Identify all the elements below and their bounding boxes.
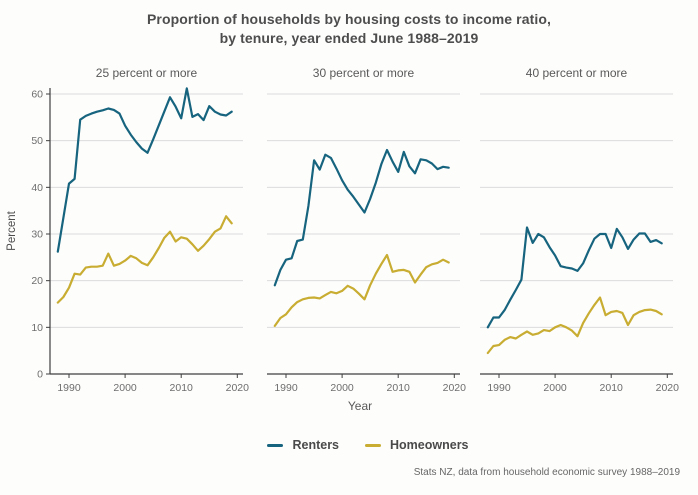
x-tick-label: 2000 [113, 382, 137, 394]
chart-title-line2: by tenure, year ended June 1988–2019 [219, 30, 479, 46]
renters-line-panel-3 [486, 226, 663, 329]
renters-line-panel-2 [273, 148, 450, 287]
y-tick-label: 50 [31, 135, 43, 147]
y-tick-label: 40 [31, 182, 43, 194]
chart-title: Proportion of households by housing cost… [0, 10, 698, 48]
chart-title-line1: Proportion of households by housing cost… [146, 11, 552, 27]
renters-line-panel-1 [56, 87, 233, 253]
legend-item-homeowners: Homeowners [365, 438, 469, 452]
y-axis-title: Percent [6, 210, 18, 250]
x-tick-label: 2000 [543, 382, 567, 394]
y-tick-label: 10 [31, 322, 43, 334]
legend-label-renters: Renters [292, 438, 340, 452]
y-tick-label: 30 [31, 228, 43, 240]
homeowners-line-panel-2 [273, 253, 450, 327]
x-axis-title: Year [347, 399, 373, 413]
x-tick-label: 2010 [387, 382, 411, 394]
x-tick-label: 2000 [330, 382, 354, 394]
x-tick-label: 1990 [487, 382, 511, 394]
x-tick-label: 2020 [443, 382, 467, 394]
legend-item-renters: Renters [267, 438, 339, 452]
panel-title-2: 30 percent or more [313, 66, 415, 80]
legend-label-homeowners: Homeowners [390, 438, 469, 452]
x-tick-label: 2010 [170, 382, 194, 394]
y-tick-label: 0 [37, 369, 43, 381]
legend: Renters Homeowners [0, 438, 698, 452]
x-tick-label: 2020 [656, 382, 680, 394]
x-tick-label: 2010 [600, 382, 624, 394]
homeowners-line-panel-1 [56, 215, 233, 304]
renters-line-swatch [267, 443, 284, 447]
x-tick-label: 2020 [226, 382, 250, 394]
homeowners-line-swatch [365, 443, 382, 447]
homeowners-line-panel-3 [486, 296, 663, 355]
source-note: Stats NZ, data from household economic s… [413, 467, 680, 478]
y-tick-label: 60 [31, 88, 43, 100]
y-tick-label: 20 [31, 275, 43, 287]
panel-title-1: 25 percent or more [96, 66, 198, 80]
panel-title-3: 40 percent or more [526, 66, 628, 80]
x-tick-label: 1990 [274, 382, 298, 394]
x-tick-label: 1990 [57, 382, 81, 394]
